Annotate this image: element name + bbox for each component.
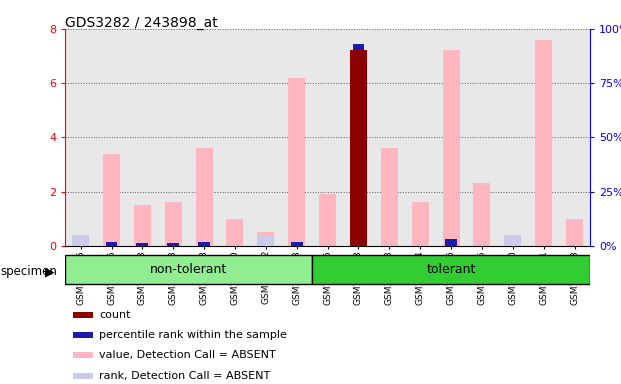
Bar	[445, 239, 457, 246]
Bar	[473, 184, 491, 246]
Bar	[73, 312, 93, 318]
Text: value, Detection Call = ABSENT: value, Detection Call = ABSENT	[99, 350, 276, 360]
Bar	[319, 194, 336, 246]
Bar	[73, 332, 93, 338]
Bar	[412, 202, 428, 246]
Bar	[65, 255, 312, 285]
Bar	[257, 235, 274, 246]
Text: count: count	[99, 310, 131, 320]
Text: GDS3282 / 243898_at: GDS3282 / 243898_at	[65, 16, 218, 30]
Bar	[353, 44, 365, 50]
Text: tolerant: tolerant	[427, 263, 476, 276]
Bar	[288, 78, 305, 246]
Bar	[137, 243, 148, 246]
Text: rank, Detection Call = ABSENT: rank, Detection Call = ABSENT	[99, 371, 271, 381]
Bar	[134, 205, 151, 246]
Bar	[196, 148, 212, 246]
Bar	[106, 242, 117, 246]
Bar	[443, 50, 460, 246]
Bar	[165, 202, 182, 246]
Text: specimen: specimen	[1, 265, 58, 278]
Text: ▶: ▶	[45, 265, 54, 278]
Bar	[72, 235, 89, 246]
Bar	[227, 218, 243, 246]
Bar	[257, 232, 274, 246]
Bar	[504, 240, 521, 246]
Bar	[350, 50, 367, 246]
Text: percentile rank within the sample: percentile rank within the sample	[99, 330, 287, 340]
Bar	[73, 353, 93, 358]
Bar	[103, 154, 120, 246]
Bar	[72, 236, 89, 246]
Bar	[312, 255, 590, 285]
Bar	[167, 243, 179, 246]
Bar	[381, 148, 398, 246]
Bar	[73, 372, 93, 379]
Bar	[535, 40, 552, 246]
Bar	[566, 218, 583, 246]
Bar	[504, 235, 521, 246]
Bar	[198, 242, 210, 246]
Bar	[291, 242, 302, 246]
Text: non-tolerant: non-tolerant	[150, 263, 227, 276]
